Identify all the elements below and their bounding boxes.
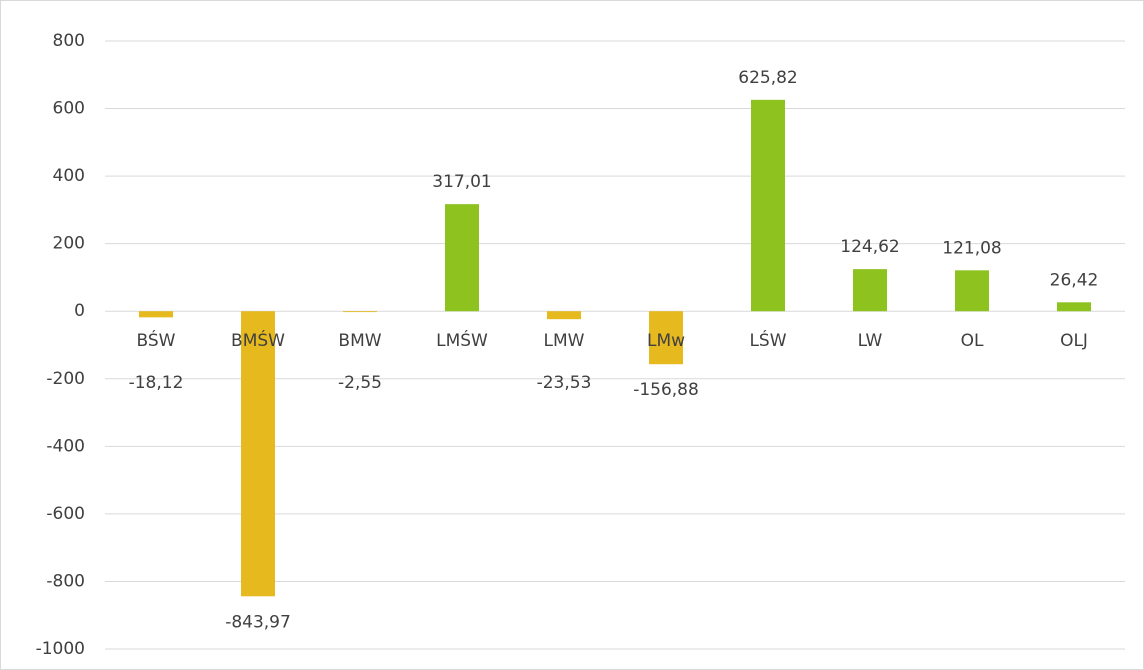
y-tick-label: 0 [74,301,85,321]
x-tick-label: LMŚW [436,329,488,351]
y-tick-label: 400 [53,166,85,186]
y-tick-label: 800 [53,31,85,51]
bar [955,270,989,312]
x-tick-label: LW [858,331,883,351]
data-label: 121,08 [942,238,1001,258]
bar [853,269,887,312]
data-label: -843,97 [225,612,291,632]
y-tick-label: -600 [46,504,85,524]
x-tick-label: BMW [338,331,381,351]
data-label: -156,88 [633,380,699,400]
bar [139,311,173,318]
data-label: -23,53 [537,373,592,393]
x-tick-label: LMW [544,331,585,351]
bar [445,204,479,312]
x-tick-label: BŚW [137,329,176,351]
data-label: -18,12 [129,373,184,393]
y-tick-label: -1000 [36,639,85,659]
x-tick-label: OL [961,331,984,351]
bar [649,311,683,365]
x-tick-label: OLJ [1060,331,1088,351]
y-tick-label: -800 [46,571,85,591]
y-tick-label: -400 [46,436,85,456]
x-tick-label: BMŚW [231,329,285,351]
bar [343,311,377,313]
y-tick-label: -200 [46,369,85,389]
bar [547,311,581,320]
bar [241,311,275,597]
data-label: 625,82 [738,68,797,88]
data-label: 26,42 [1050,270,1099,290]
y-tick-label: 600 [53,99,85,119]
data-label: 317,01 [432,172,491,192]
x-tick-label: LŚW [749,329,786,351]
bar [751,99,785,312]
x-tick-label: LMw [647,331,685,351]
bar [1057,302,1091,312]
y-tick-label: 200 [53,234,85,254]
data-label: 124,62 [840,237,899,257]
data-label: -2,55 [338,373,382,393]
